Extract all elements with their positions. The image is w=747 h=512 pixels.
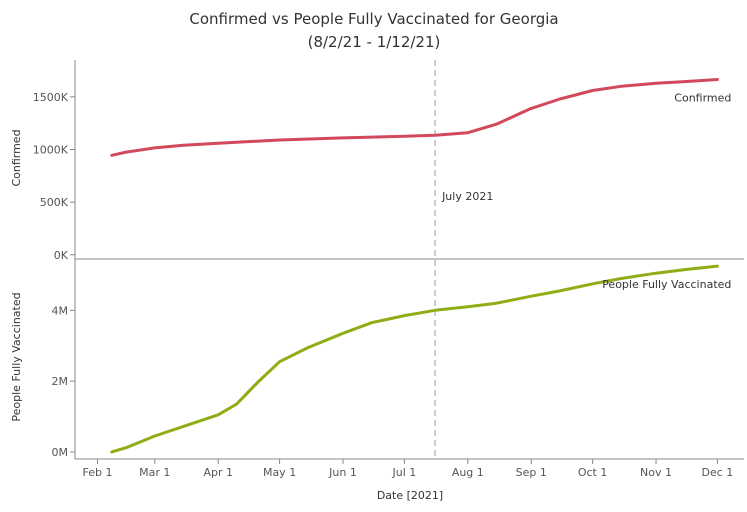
y-tick-label-confirmed: 500K bbox=[40, 196, 69, 209]
chart-subtitle: (8/2/21 - 1/12/21) bbox=[308, 33, 441, 51]
y-tick-label-confirmed: 1000K bbox=[33, 143, 69, 156]
series-label-vaccinated: People Fully Vaccinated bbox=[602, 278, 731, 291]
chart-title: Confirmed vs People Fully Vaccinated for… bbox=[189, 10, 558, 28]
x-tick-label: Nov 1 bbox=[640, 466, 672, 479]
x-tick-label: Feb 1 bbox=[83, 466, 113, 479]
labels-layer: Confirmed People Fully Vaccinated July 202… bbox=[441, 91, 731, 291]
x-tick-label: May 1 bbox=[263, 466, 296, 479]
axes-layer: Feb 1 Mar 1 Apr 1 May 1 Jun 1 Jul 1 Aug 1 Sep 1… bbox=[33, 60, 744, 479]
x-tick-label: Aug 1 bbox=[452, 466, 484, 479]
x-tick-label: Oct 1 bbox=[578, 466, 608, 479]
reference-line-label: July 2021 bbox=[441, 190, 493, 203]
series-line-vaccinated bbox=[110, 264, 719, 454]
y-tick-label-confirmed: 0K bbox=[54, 249, 69, 262]
x-axis-title: Date [2021] bbox=[377, 489, 443, 502]
x-tick-label: Apr 1 bbox=[203, 466, 233, 479]
series-layer bbox=[110, 78, 719, 454]
y-axis-title-vaccinated: People Fully Vaccinated bbox=[10, 292, 23, 421]
series-line-confirmed bbox=[110, 78, 719, 157]
x-tick-label: Jul 1 bbox=[391, 466, 416, 479]
y-tick-label-vaccinated: 0M bbox=[52, 446, 69, 459]
y-tick-label-vaccinated: 2M bbox=[52, 375, 69, 388]
x-tick-label: Mar 1 bbox=[139, 466, 170, 479]
series-label-confirmed: Confirmed bbox=[674, 91, 731, 104]
x-tick-label: Sep 1 bbox=[516, 466, 547, 479]
y-axis-title-confirmed: Confirmed bbox=[10, 129, 23, 186]
y-tick-label-confirmed: 1500K bbox=[33, 91, 69, 104]
x-tick-label: Jun 1 bbox=[328, 466, 357, 479]
y-tick-label-vaccinated: 4M bbox=[52, 304, 69, 317]
x-tick-label: Dec 1 bbox=[702, 466, 734, 479]
